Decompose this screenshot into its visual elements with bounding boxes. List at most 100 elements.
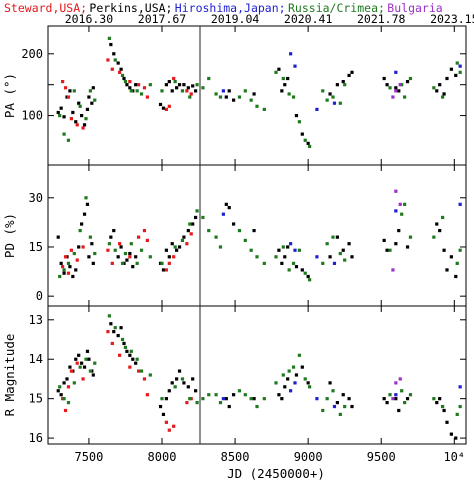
data-point xyxy=(280,89,284,93)
data-point xyxy=(195,401,199,405)
data-point xyxy=(164,248,168,252)
data-point xyxy=(69,369,73,373)
data-point xyxy=(82,212,87,216)
data-point xyxy=(110,341,114,346)
data-point xyxy=(335,235,339,239)
x-tick-label: 8000 xyxy=(148,450,177,464)
series-russiacrimea xyxy=(58,36,462,417)
y-tick-label: 16 xyxy=(29,431,43,445)
data-point xyxy=(66,385,71,389)
x-axis-label: JD (2450000+) xyxy=(227,466,325,481)
legend: Steward,USA; Perkins,USA; Hiroshima,Japan;… xyxy=(4,1,443,15)
data-point xyxy=(438,397,442,401)
data-point xyxy=(405,397,410,401)
data-point xyxy=(56,110,60,115)
data-point xyxy=(142,228,147,233)
data-point xyxy=(382,397,386,401)
data-point xyxy=(85,107,90,111)
data-point xyxy=(128,80,132,84)
data-point xyxy=(164,107,168,111)
data-point xyxy=(435,89,439,93)
data-point xyxy=(398,377,402,381)
data-point xyxy=(385,83,389,87)
data-point xyxy=(82,365,87,369)
data-point xyxy=(287,268,291,272)
data-point xyxy=(308,385,312,389)
data-point xyxy=(170,242,174,246)
data-point xyxy=(287,92,291,96)
data-point xyxy=(283,255,287,259)
data-point xyxy=(107,242,111,246)
data-point xyxy=(262,261,266,265)
data-point xyxy=(66,401,71,405)
data-point xyxy=(167,261,171,265)
data-point xyxy=(62,115,66,119)
data-point xyxy=(297,248,301,252)
y-tick-label: 13 xyxy=(29,313,43,327)
data-point xyxy=(458,385,462,389)
data-point xyxy=(81,126,85,130)
data-point xyxy=(243,238,247,243)
top-axis-label: 2019.04 xyxy=(211,12,260,26)
data-point xyxy=(237,95,242,99)
data-point xyxy=(343,258,347,262)
data-point xyxy=(385,248,389,252)
data-point xyxy=(188,95,192,99)
data-point xyxy=(397,408,401,413)
data-point xyxy=(331,389,335,393)
data-point xyxy=(145,95,149,99)
data-point xyxy=(167,428,171,432)
data-point xyxy=(291,365,296,369)
data-point xyxy=(77,245,81,249)
data-point xyxy=(123,80,128,84)
data-point xyxy=(249,248,253,252)
data-point xyxy=(237,228,242,233)
data-point xyxy=(129,242,133,246)
data-point xyxy=(221,212,225,216)
data-point xyxy=(120,261,125,265)
legend-entry: Russia/Crimea; xyxy=(288,1,385,15)
data-point xyxy=(400,389,404,393)
data-point xyxy=(113,248,117,252)
data-point xyxy=(328,255,332,259)
data-point xyxy=(106,248,110,252)
data-point xyxy=(286,245,290,249)
data-point xyxy=(442,92,446,96)
data-point xyxy=(435,222,439,226)
data-point xyxy=(164,397,168,401)
data-point xyxy=(382,238,386,243)
data-point xyxy=(227,404,231,409)
data-point xyxy=(249,98,253,102)
data-point xyxy=(432,397,436,401)
data-point xyxy=(449,67,453,71)
data-point xyxy=(137,235,141,239)
data-point xyxy=(112,330,116,334)
data-point xyxy=(118,70,122,74)
data-point xyxy=(77,353,81,357)
data-point xyxy=(438,228,442,233)
data-point xyxy=(134,83,138,87)
data-point xyxy=(135,89,139,93)
data-point xyxy=(331,235,335,239)
data-point xyxy=(445,268,449,272)
data-point xyxy=(391,95,395,99)
data-point xyxy=(397,228,401,233)
data-point xyxy=(107,36,111,40)
data-point xyxy=(338,251,342,256)
data-point xyxy=(438,83,442,87)
data-point xyxy=(237,389,242,393)
y-axis-label: PA (°) xyxy=(2,73,17,118)
data-point xyxy=(128,353,132,357)
data-point xyxy=(280,261,284,265)
data-point xyxy=(148,373,152,377)
data-point xyxy=(315,255,319,259)
data-point xyxy=(142,377,147,381)
data-point xyxy=(128,86,132,90)
data-point xyxy=(66,261,71,265)
data-point xyxy=(347,242,351,246)
data-point xyxy=(123,345,128,349)
data-point xyxy=(191,222,195,226)
data-point xyxy=(78,104,82,108)
data-point xyxy=(403,202,407,206)
